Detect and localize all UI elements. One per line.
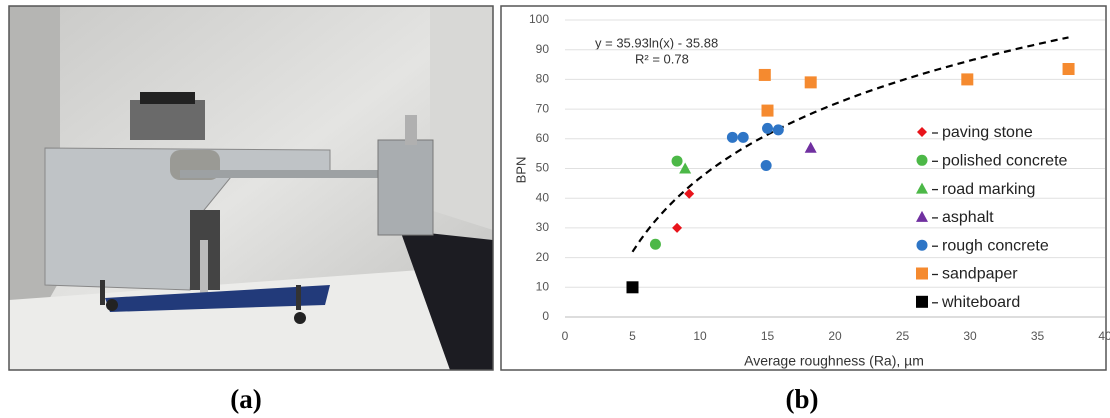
x-tick-label: 10: [693, 329, 707, 343]
photo: [9, 6, 493, 370]
legend-marker: [916, 267, 928, 280]
y-tick-label: 60: [536, 131, 550, 145]
x-axis-label: Average roughness (Ra), µm: [744, 353, 924, 369]
trendline-equation: y = 35.93ln(x) - 35.88: [595, 35, 718, 50]
x-tick-label: 35: [1031, 329, 1045, 343]
y-tick-label: 100: [529, 12, 549, 26]
data-point: [671, 155, 683, 167]
data-point: [672, 222, 683, 233]
x-tick-label: 40: [1098, 329, 1110, 343]
legend-marker: [916, 239, 928, 251]
y-tick-label: 50: [536, 161, 550, 175]
legend-marker: [917, 127, 927, 137]
data-point: [762, 122, 773, 134]
panel-label: (a): [230, 384, 261, 414]
chart-frame: [500, 5, 1107, 371]
data-point: [684, 188, 695, 199]
y-tick-label: 40: [536, 190, 550, 204]
y-tick-label: 10: [536, 279, 550, 293]
y-axis-label: BPN: [513, 157, 528, 184]
data-point: [649, 238, 661, 250]
legend-marker: [916, 154, 928, 166]
trendline-r2: R² = 0.78: [635, 51, 689, 66]
data-point: [679, 162, 692, 174]
legend-marker: [916, 210, 928, 222]
data-point: [726, 131, 738, 143]
trendline: [631, 36, 1069, 253]
x-tick-label: 30: [963, 329, 977, 343]
x-tick-label: 0: [562, 329, 569, 343]
data-point: [804, 141, 817, 153]
legend-label: whiteboard: [941, 294, 1020, 311]
photo-frame: [8, 5, 494, 371]
y-tick-label: 20: [536, 250, 550, 264]
x-tick-label: 20: [828, 329, 842, 343]
data-point: [761, 104, 774, 117]
legend-label: asphalt: [942, 209, 994, 226]
data-point: [760, 160, 772, 172]
y-tick-label: 90: [536, 42, 550, 56]
y-tick-label: 0: [542, 309, 549, 323]
data-point: [758, 68, 771, 81]
data-point: [737, 131, 749, 143]
legend-label: road marking: [942, 181, 1035, 198]
y-tick-label: 30: [536, 220, 550, 234]
x-tick-label: 5: [629, 329, 636, 343]
legend-label: paving stone: [942, 124, 1033, 141]
data-point: [626, 281, 639, 294]
x-tick-label: 15: [761, 329, 775, 343]
legend-marker: [916, 182, 928, 194]
legend-marker: [916, 295, 928, 308]
data-point: [804, 76, 817, 89]
y-tick-label: 80: [536, 72, 550, 86]
legend-label: rough concrete: [942, 237, 1049, 254]
legend-label: polished concrete: [942, 153, 1068, 170]
y-tick-label: 70: [536, 101, 550, 115]
x-tick-label: 25: [896, 329, 910, 343]
legend-label: sandpaper: [942, 266, 1018, 283]
data-point: [1062, 63, 1075, 76]
panel-label: (b): [786, 384, 819, 414]
data-point: [961, 73, 974, 86]
data-point: [772, 124, 784, 136]
